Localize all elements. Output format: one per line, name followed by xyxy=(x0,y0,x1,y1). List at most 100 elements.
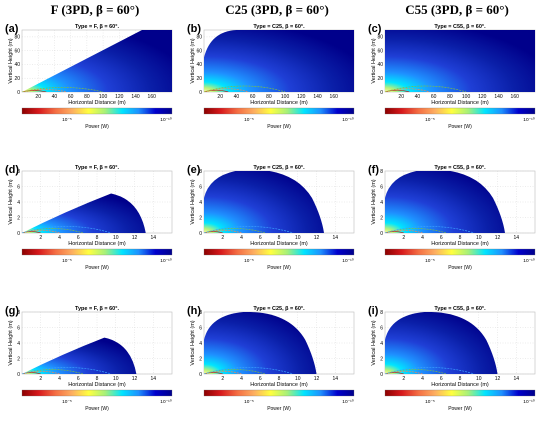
panel-h: (h) Type = C25, β = 60°.2 4 6 8 10 12 1402468Ho… xyxy=(187,305,355,412)
x-tick-label: 120 xyxy=(478,94,487,100)
power-field xyxy=(385,312,498,374)
x-tick-label: 14 xyxy=(332,376,338,382)
contours xyxy=(22,87,104,92)
y-tick-label: 2 xyxy=(199,215,202,221)
x-tick-label: 160 xyxy=(511,94,520,100)
x-tick-label: 40 xyxy=(234,94,240,100)
colorbar-label: Power (W) xyxy=(267,406,291,412)
y-axis-label: Vertical Height (m) xyxy=(190,320,196,365)
x-tick-label: 160 xyxy=(148,94,157,100)
y-tick-label: 8 xyxy=(17,169,20,175)
y-tick-label: 2 xyxy=(380,215,383,221)
y-tick-label: 0 xyxy=(17,372,20,378)
panel-label: (h) xyxy=(187,305,201,317)
x-tick-label: 20 xyxy=(398,94,404,100)
y-tick-label: 8 xyxy=(380,169,383,175)
y-tick-label: 6 xyxy=(380,325,383,331)
colorbar-tick-right: 10⁻¹⁰ xyxy=(523,117,534,123)
panel-label: (i) xyxy=(368,305,379,317)
x-tick-label: 6 xyxy=(259,235,262,241)
y-tick-label: 60 xyxy=(14,48,20,54)
colorbar-tick-left: 10⁻⁵ xyxy=(62,258,72,264)
contour-line xyxy=(385,367,475,374)
x-tick-label: 4 xyxy=(58,376,61,382)
x-tick-label: 4 xyxy=(240,376,243,382)
x-tick-label: 20 xyxy=(217,94,223,100)
x-tick-label: 60 xyxy=(68,94,74,100)
x-tick-label: 160 xyxy=(330,94,339,100)
colorbar-tick-right: 10⁻¹⁰ xyxy=(523,258,534,264)
x-axis-label: Horizontal Distance (m) xyxy=(250,382,308,388)
colorbar-label: Power (W) xyxy=(448,265,472,271)
x-tick-label: 14 xyxy=(150,376,156,382)
y-tick-label: 4 xyxy=(199,341,202,347)
x-tick-label: 2 xyxy=(221,376,224,382)
y-tick-label: 20 xyxy=(377,76,383,82)
colorbar-tick-right: 10⁻¹⁰ xyxy=(160,117,171,123)
x-axis-label: Horizontal Distance (m) xyxy=(68,100,126,106)
panel-a: (a) Type = F, β = 60°. 20 40 60 80 100 120 140 16… xyxy=(5,23,173,130)
panel-title: Type = C55, β = 60°. xyxy=(434,24,486,30)
colorbar-label: Power (W) xyxy=(267,124,291,130)
panel-title: Type = C25, β = 60°. xyxy=(253,165,305,171)
y-tick-label: 80 xyxy=(14,35,20,41)
x-tick-label: 12 xyxy=(314,235,320,241)
y-tick-label: 60 xyxy=(196,48,202,54)
y-tick-label: 8 xyxy=(17,310,20,316)
colorbar-tick-left: 10⁻⁵ xyxy=(244,258,254,264)
x-tick-label: 2 xyxy=(39,235,42,241)
x-tick-label: 6 xyxy=(259,376,262,382)
x-tick-label: 120 xyxy=(115,94,124,100)
colorbar-label: Power (W) xyxy=(448,406,472,412)
x-tick-label: 10 xyxy=(295,235,301,241)
contour-line xyxy=(385,85,467,92)
y-tick-label: 0 xyxy=(380,90,383,96)
x-tick-label: 80 xyxy=(447,94,453,100)
x-axis-label: Horizontal Distance (m) xyxy=(250,100,308,106)
x-tick-label: 8 xyxy=(96,376,99,382)
y-axis-label: Vertical Height (m) xyxy=(371,38,377,83)
colorbar-tick-right: 10⁻¹⁰ xyxy=(160,258,171,264)
contour-line xyxy=(22,367,112,374)
x-tick-label: 40 xyxy=(415,94,421,100)
y-tick-label: 20 xyxy=(14,76,20,82)
x-tick-label: 140 xyxy=(494,94,503,100)
panel-title: Type = F, β = 60°. xyxy=(75,306,119,312)
y-tick-label: 0 xyxy=(199,90,202,96)
y-tick-label: 40 xyxy=(14,62,20,68)
x-tick-label: 80 xyxy=(266,94,272,100)
y-axis-label: Vertical Height (m) xyxy=(190,179,196,224)
colorbar-tick-left: 10⁻⁵ xyxy=(62,117,72,123)
y-tick-label: 60 xyxy=(377,48,383,54)
colorbar xyxy=(203,248,355,256)
y-axis-label: Vertical Height (m) xyxy=(8,179,14,224)
colorbar-label: Power (W) xyxy=(85,406,109,412)
colorbar-tick-left: 10⁻⁵ xyxy=(425,117,435,123)
y-tick-label: 8 xyxy=(199,169,202,175)
x-axis-label: Horizontal Distance (m) xyxy=(68,241,126,247)
power-field xyxy=(22,193,146,233)
y-tick-label: 2 xyxy=(17,356,20,362)
power-field xyxy=(385,30,535,92)
colorbar xyxy=(384,107,536,115)
contours xyxy=(22,367,112,374)
x-tick-label: 12 xyxy=(314,376,320,382)
x-tick-label: 8 xyxy=(96,235,99,241)
contours xyxy=(204,85,286,92)
panel-e: (e) Type = C25, β = 60°.2 4 6 8 10 12 1402468Ho… xyxy=(187,164,355,271)
column-header-c25: C25 (3PD, β = 60°) xyxy=(225,2,329,17)
panel-title: Type = C25, β = 60°. xyxy=(253,306,305,312)
x-tick-label: 8 xyxy=(278,376,281,382)
colorbar-label: Power (W) xyxy=(267,265,291,271)
x-tick-label: 20 xyxy=(35,94,41,100)
y-tick-label: 0 xyxy=(199,372,202,378)
contour-line xyxy=(22,87,104,92)
panel-title: Type = F, β = 60°. xyxy=(75,165,119,171)
y-tick-label: 8 xyxy=(199,310,202,316)
x-axis-label: Horizontal Distance (m) xyxy=(250,241,308,247)
y-tick-label: 6 xyxy=(17,325,20,331)
x-tick-label: 14 xyxy=(150,235,156,241)
x-tick-label: 140 xyxy=(131,94,140,100)
x-tick-label: 2 xyxy=(402,376,405,382)
panel-label: (d) xyxy=(5,164,19,176)
